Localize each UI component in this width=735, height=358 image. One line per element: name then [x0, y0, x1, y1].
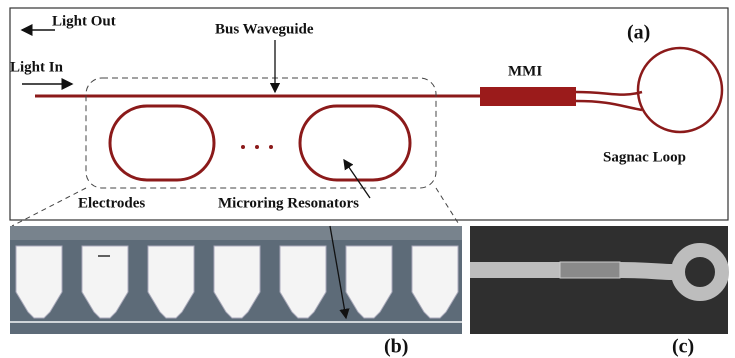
bus-label: Bus Waveguide	[215, 21, 314, 37]
panel-a: Light Out Light In Bus Waveguide (a) MMI…	[10, 8, 728, 220]
electrodes-label: Electrodes	[78, 195, 145, 211]
mmi-label: MMI	[508, 63, 542, 79]
figure: Light Out Light In Bus Waveguide (a) MMI…	[0, 0, 735, 358]
panel-label: (b)	[384, 336, 408, 358]
panel-label: (a)	[627, 22, 650, 44]
light-in-label: Light In	[10, 59, 64, 75]
micrograph	[470, 226, 728, 334]
micrograph-band	[10, 226, 462, 240]
panel-label: (c)	[672, 336, 694, 358]
light-out-label: Light Out	[52, 13, 116, 29]
arm	[620, 270, 672, 272]
panel-b: (b)	[10, 226, 462, 358]
mmi-block	[480, 87, 576, 106]
microring-label: Microring Resonators	[218, 195, 359, 211]
sagnac-label: Sagnac Loop	[603, 149, 686, 165]
panel-c: (c)	[470, 226, 728, 358]
mmi	[560, 262, 620, 278]
panel-frame	[10, 8, 728, 220]
